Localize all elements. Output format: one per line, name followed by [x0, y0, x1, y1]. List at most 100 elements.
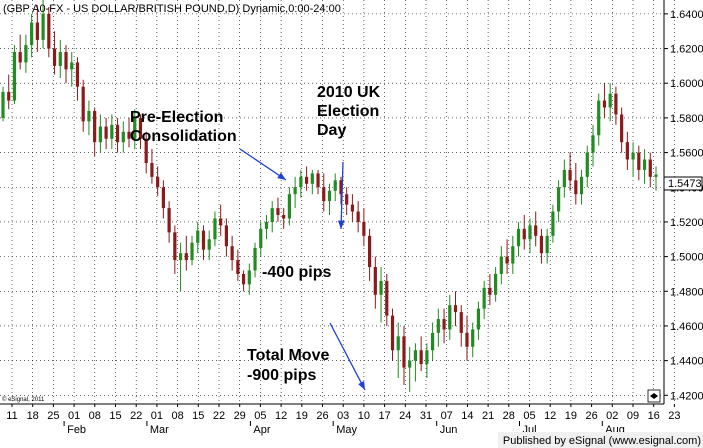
candle-body — [505, 256, 509, 264]
candle — [64, 45, 68, 84]
candle — [637, 145, 641, 181]
candle — [310, 169, 314, 195]
candle-body — [150, 162, 154, 177]
candle — [516, 221, 521, 257]
x-day-label: 17 — [378, 410, 390, 422]
candle-body — [316, 173, 320, 188]
candle-body — [499, 256, 503, 274]
x-day-label: 22 — [130, 410, 142, 422]
candle — [24, 34, 28, 73]
candle-body — [436, 319, 440, 333]
candle — [459, 305, 463, 347]
x-day-label: 12 — [544, 410, 556, 422]
candle-body — [144, 138, 148, 163]
candle-body — [264, 221, 269, 229]
y-tick-label: 1.6000 — [670, 78, 703, 90]
scroll-arrows-icon[interactable] — [647, 389, 661, 403]
annotation-election-day-line2: Election — [317, 103, 379, 120]
candle-body — [345, 194, 349, 205]
candle — [127, 117, 131, 148]
annotation-election-day-line1: 2010 UK — [317, 84, 381, 101]
candle-body — [270, 208, 274, 222]
annotation-pre-election-line1: Pre-Election — [130, 109, 223, 126]
candle-body — [35, 22, 39, 40]
x-day-label: 29 — [234, 410, 246, 422]
candle-body — [608, 93, 612, 108]
candle — [247, 263, 251, 295]
candle-body — [654, 174, 658, 177]
candle-body — [390, 315, 395, 351]
candle — [585, 145, 589, 188]
candle — [597, 93, 601, 146]
candle — [276, 197, 280, 222]
candle — [207, 230, 211, 261]
candle — [35, 5, 39, 53]
candle-body — [471, 329, 475, 347]
candle — [173, 225, 177, 274]
x-day-label: 15 — [109, 410, 121, 422]
candle — [396, 322, 400, 378]
candle — [282, 208, 286, 229]
candle — [562, 159, 566, 198]
candle-body — [482, 287, 486, 309]
candle — [413, 343, 418, 382]
candle — [390, 308, 395, 361]
chart-title: (GBP A0-FX - US DOLLAR/BRITISH POUND,D) … — [3, 3, 341, 15]
publisher-bar — [498, 432, 703, 448]
candle-body — [121, 131, 125, 143]
candles — [1, 0, 658, 392]
candle-body — [93, 110, 97, 143]
x-day-label: 05 — [523, 410, 535, 422]
candle — [505, 239, 509, 274]
candle-body — [362, 221, 366, 236]
candle-body — [522, 228, 526, 240]
candle — [293, 176, 297, 209]
candle — [259, 221, 263, 257]
candle — [333, 173, 337, 202]
candle-body — [379, 280, 383, 295]
candle — [367, 228, 372, 281]
candle-body — [597, 100, 601, 136]
candle — [52, 31, 57, 75]
candle-body — [236, 260, 240, 274]
candle-body — [190, 242, 194, 261]
candle-body — [350, 204, 355, 212]
candle — [476, 301, 481, 340]
x-day-label: 10 — [358, 410, 370, 422]
candle — [70, 52, 74, 87]
y-tick-label: 1.6200 — [670, 44, 703, 56]
candle-body — [453, 305, 458, 313]
x-month-label: Apr — [253, 424, 270, 436]
y-tick-label: 1.6400 — [670, 9, 703, 21]
election-day-arrow-shaft — [340, 161, 344, 230]
candle — [465, 315, 469, 361]
x-month-label: May — [336, 424, 357, 436]
candle-body — [385, 280, 389, 316]
candle — [339, 176, 343, 205]
candle-body — [327, 190, 332, 202]
candle-body — [133, 117, 137, 139]
candle — [47, 6, 51, 58]
annotation-arrows — [239, 148, 366, 391]
y-tick-label: 1.5000 — [670, 252, 703, 264]
candle — [270, 201, 274, 233]
candle — [104, 117, 108, 150]
candle — [608, 83, 612, 122]
candle-body — [241, 273, 246, 285]
annotation-pre-election-line2: Consolidation — [130, 128, 237, 145]
candle-body — [230, 246, 234, 261]
candle — [425, 343, 429, 378]
candle-body — [282, 215, 286, 219]
price-axis: 1.64001.62001.60001.58001.56001.54001.52… — [664, 9, 703, 402]
candle — [196, 221, 200, 254]
candle — [304, 166, 309, 191]
candle-body — [625, 142, 629, 160]
candle-body — [373, 267, 377, 295]
candle-body — [81, 86, 85, 122]
candle — [356, 201, 360, 233]
candle — [75, 57, 80, 101]
candle-body — [156, 176, 160, 188]
x-day-label: 31 — [420, 410, 432, 422]
candle-body — [310, 173, 314, 184]
candle-body — [161, 187, 165, 209]
